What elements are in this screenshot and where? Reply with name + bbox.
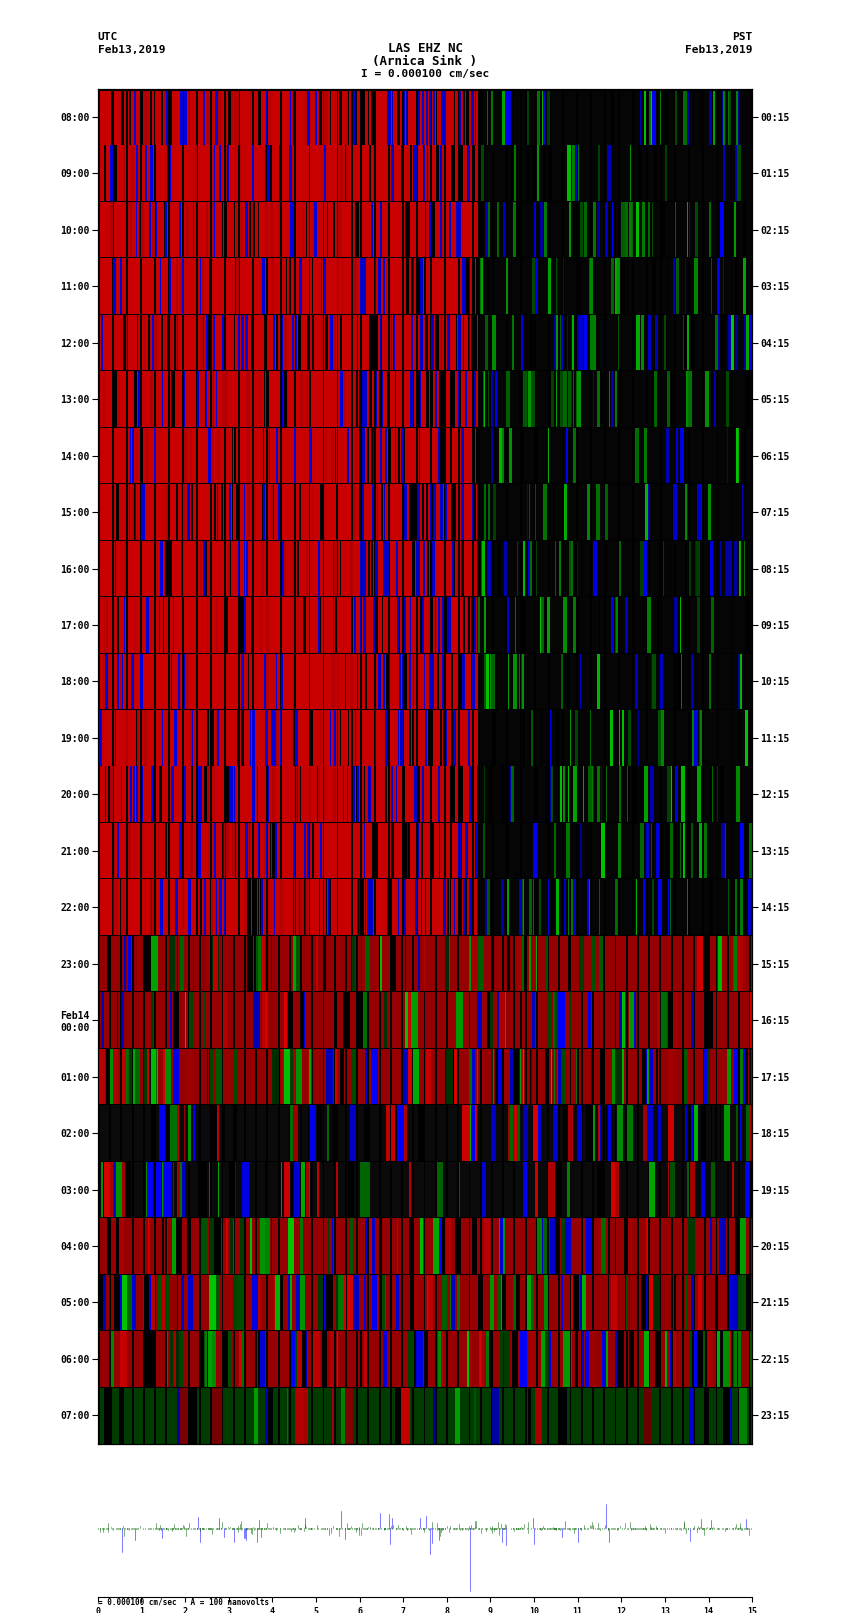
Text: Feb13,2019: Feb13,2019 (685, 45, 752, 55)
Text: I = 0.000100 cm/sec: I = 0.000100 cm/sec (361, 69, 489, 79)
Text: Feb13,2019: Feb13,2019 (98, 45, 165, 55)
Text: PST: PST (732, 32, 752, 42)
Text: (Arnica Sink ): (Arnica Sink ) (372, 55, 478, 68)
Text: = 0.000100 cm/sec   A = 100 nanovolts: = 0.000100 cm/sec A = 100 nanovolts (98, 1597, 269, 1607)
Text: UTC: UTC (98, 32, 118, 42)
Text: LAS EHZ NC: LAS EHZ NC (388, 42, 462, 55)
